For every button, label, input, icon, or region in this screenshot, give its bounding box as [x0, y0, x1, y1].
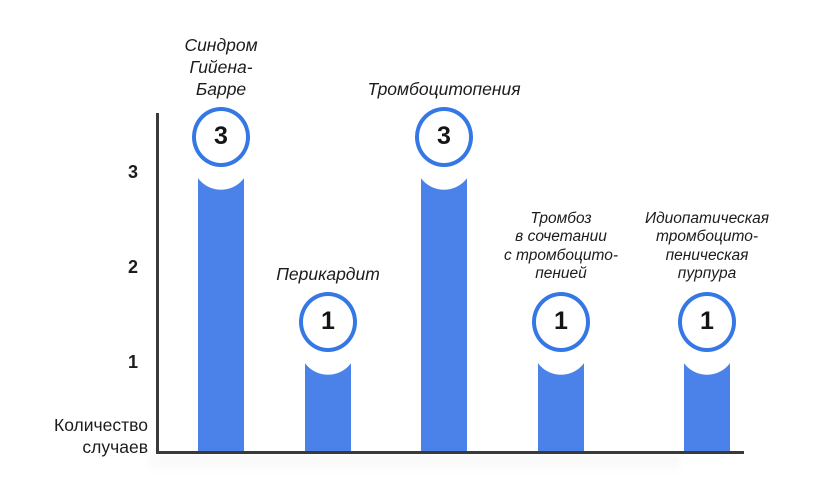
bar-category-label: Тромбоцитопения — [367, 78, 521, 99]
badge-value: 3 — [214, 122, 228, 150]
value-badge: 1 — [532, 291, 590, 352]
badge-value: 1 — [700, 307, 714, 335]
badge-value: 1 — [554, 307, 568, 335]
value-badge: 3 — [192, 106, 250, 167]
value-badge: 1 — [678, 291, 736, 352]
badge-value: 1 — [321, 307, 335, 335]
value-badge: 1 — [299, 291, 357, 352]
value-badge: 3 — [415, 106, 473, 167]
axis-soft-shadow — [150, 456, 680, 474]
bar — [198, 175, 244, 453]
bar-group-thrombosis-with-thrombocytopenia: Тромбоз в сочетании с тромбоцито- пенией… — [504, 210, 618, 453]
y-axis-title: Количество случаев — [54, 415, 148, 457]
bar-category-label: Идиопатическая тромбоцито- пеническая пу… — [645, 209, 770, 283]
x-axis-line — [156, 451, 744, 454]
y-tick-label-1: 1 — [127, 352, 138, 372]
y-tick-label-2: 2 — [127, 257, 138, 277]
bar-group-thrombocytopenia: Тромбоцитопения 3 — [367, 78, 521, 453]
bar-category-label: Перикардит — [276, 263, 380, 284]
badge-value: 3 — [437, 122, 451, 150]
bar-group-pericarditis: Перикардит 1 — [276, 263, 380, 453]
bar — [305, 360, 351, 453]
bar-group-idiopathic-thrombocytopenic-purpura: Идиопатическая тромбоцито- пеническая пу… — [645, 210, 769, 453]
y-axis-line — [156, 113, 159, 454]
bar — [538, 360, 584, 453]
y-tick-label-3: 3 — [127, 162, 138, 182]
bar-group-guillain-barre: Синдром Гийена- Барре 3 — [184, 34, 258, 453]
bar-category-label: Синдром Гийена- Барре — [184, 34, 258, 99]
bar — [421, 175, 467, 453]
bar-category-label: Тромбоз в сочетании с тромбоцито- пенией — [504, 209, 619, 283]
bar — [684, 360, 730, 453]
